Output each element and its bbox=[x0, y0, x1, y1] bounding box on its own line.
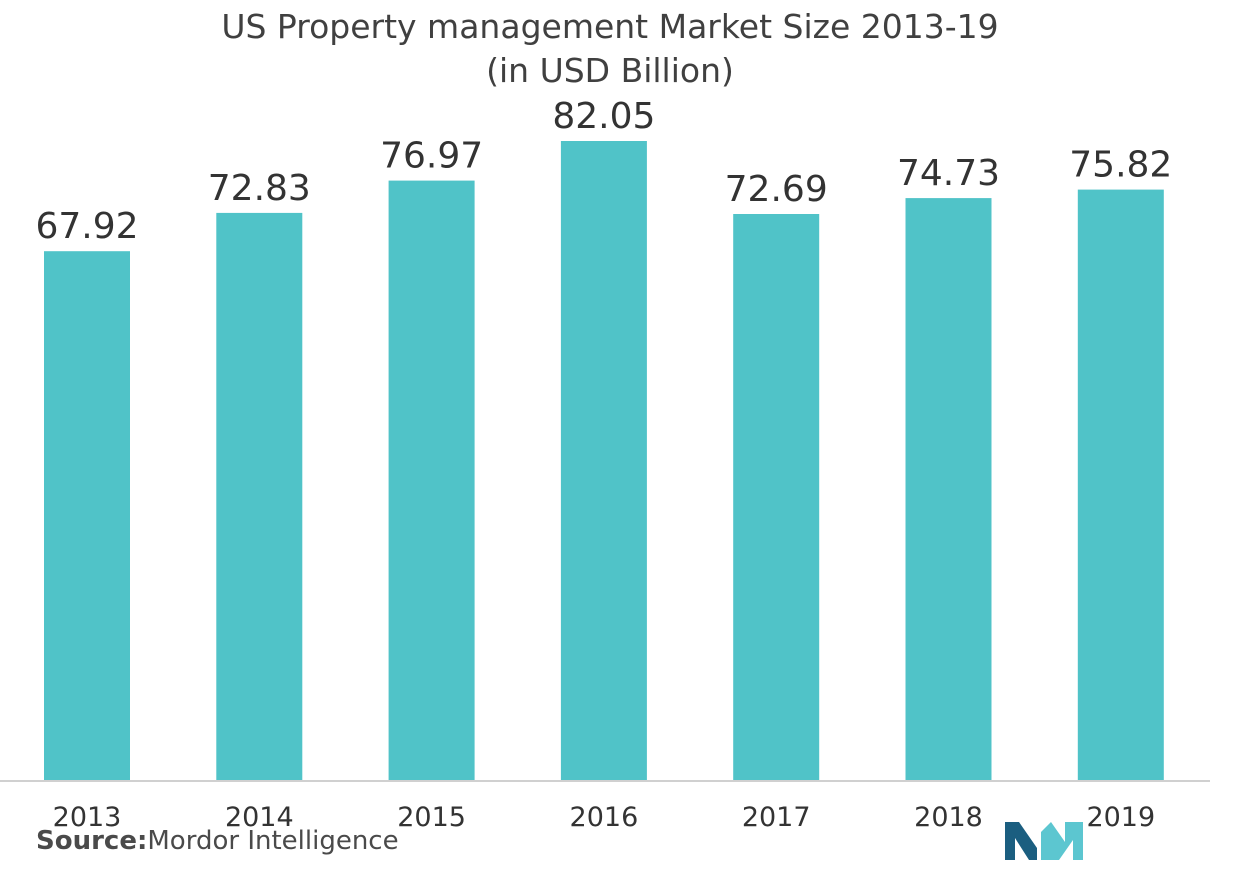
x-tick-label-2019: 2019 bbox=[1086, 802, 1155, 833]
x-tick-label-2015: 2015 bbox=[397, 802, 466, 833]
bar-2018 bbox=[905, 198, 992, 782]
source-text: Mordor Intelligence bbox=[147, 826, 399, 856]
x-tick-label-2018: 2018 bbox=[914, 802, 983, 833]
bar-2014 bbox=[216, 212, 303, 781]
bars-group bbox=[44, 141, 1164, 782]
value-label-2018: 74.73 bbox=[897, 153, 1000, 194]
value-labels-group: 67.92 72.83 76.97 82.05 72.69 74.73 75.82 bbox=[35, 96, 1172, 247]
x-tick-labels-group: 2013 2014 2015 2016 2017 2018 2019 bbox=[53, 802, 1156, 833]
chart-subtitle: (in USD Billion) bbox=[486, 51, 734, 90]
value-label-2013: 67.92 bbox=[35, 206, 138, 247]
bar-2019 bbox=[1077, 189, 1164, 782]
value-label-2014: 72.83 bbox=[208, 168, 311, 209]
chart-title: US Property management Market Size 2013-… bbox=[221, 7, 998, 46]
bar-2017 bbox=[733, 214, 820, 781]
bar-2015 bbox=[388, 180, 475, 782]
x-tick-label-2013: 2013 bbox=[53, 802, 122, 833]
bar-2016 bbox=[560, 141, 647, 781]
x-tick-label-2017: 2017 bbox=[742, 802, 811, 833]
bar-2013 bbox=[44, 251, 130, 781]
x-tick-label-2016: 2016 bbox=[570, 802, 639, 833]
source-label: Source: bbox=[36, 826, 148, 856]
value-label-2016: 82.05 bbox=[552, 96, 655, 137]
mordor-intelligence-logo-icon bbox=[1005, 822, 1083, 860]
source-note: Source:Mordor Intelligence bbox=[36, 826, 399, 856]
value-label-2015: 76.97 bbox=[380, 136, 483, 177]
value-label-2017: 72.69 bbox=[725, 169, 828, 210]
value-label-2019: 75.82 bbox=[1069, 145, 1172, 186]
x-tick-label-2014: 2014 bbox=[225, 802, 294, 833]
